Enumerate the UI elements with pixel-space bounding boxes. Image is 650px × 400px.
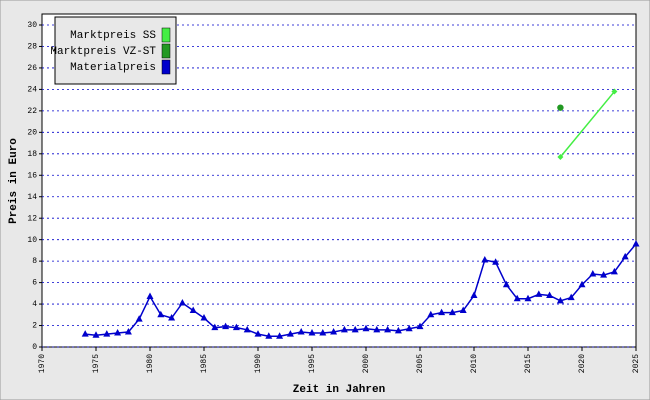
point	[189, 306, 197, 314]
point	[546, 291, 554, 298]
point	[492, 258, 500, 265]
y-tick-label: 2	[32, 322, 37, 331]
x-tick-label: 1990	[254, 354, 263, 373]
point	[427, 310, 435, 318]
point	[340, 325, 348, 333]
point	[448, 308, 456, 316]
x-tick-label: 2005	[416, 354, 425, 373]
point	[351, 325, 359, 333]
point	[632, 239, 640, 247]
point	[232, 323, 240, 331]
point	[135, 315, 143, 322]
point	[470, 291, 478, 298]
x-tick-label: 2010	[470, 354, 479, 373]
point	[330, 327, 338, 335]
x-tick-label: 1995	[308, 354, 317, 373]
legend	[54, 16, 177, 85]
point	[265, 332, 273, 339]
point	[611, 88, 618, 95]
point	[146, 292, 154, 300]
legend-label: Materialpreis	[70, 62, 156, 74]
point	[178, 298, 186, 306]
point	[157, 310, 165, 318]
y-tick-label: 18	[27, 150, 37, 159]
point	[610, 267, 618, 275]
point	[222, 322, 230, 330]
x-tick-label: 2015	[524, 354, 533, 373]
point	[114, 329, 122, 336]
point	[308, 329, 316, 336]
point	[211, 323, 219, 331]
legend-swatch	[161, 43, 171, 59]
point	[535, 290, 543, 297]
point	[384, 325, 392, 333]
point	[254, 330, 262, 337]
y-tick-label: 26	[27, 64, 37, 73]
point	[124, 327, 132, 335]
legend-swatch	[161, 59, 171, 75]
legend-label: Marktpreis VZ-ST	[50, 46, 156, 58]
point	[373, 325, 381, 333]
y-tick-label: 8	[32, 257, 37, 266]
y-tick-label: 0	[32, 343, 37, 352]
point	[200, 314, 208, 321]
point	[81, 330, 89, 337]
y-tick-label: 30	[27, 21, 37, 30]
point	[286, 330, 294, 337]
point	[459, 306, 467, 314]
y-tick-label: 6	[32, 279, 37, 288]
point	[578, 280, 586, 288]
y-tick-label: 14	[27, 193, 37, 202]
x-tick-label: 1975	[92, 354, 101, 373]
point	[319, 329, 327, 336]
legend-items: Marktpreis SS Marktpreis VZ-ST Materialpre…	[50, 27, 171, 75]
point	[557, 154, 564, 161]
point	[394, 326, 402, 334]
point	[481, 256, 489, 263]
series-line	[85, 243, 637, 338]
point	[502, 280, 510, 288]
y-tick-label: 28	[27, 43, 37, 52]
x-tick-label: 2020	[578, 354, 587, 373]
point	[557, 104, 564, 111]
y-tick-label: 20	[27, 128, 37, 137]
point	[621, 252, 629, 260]
point	[513, 294, 521, 302]
y-tick-label: 22	[27, 107, 37, 116]
x-tick-label: 1985	[200, 354, 209, 373]
y-axis-label: Preis in Euro	[8, 138, 20, 224]
point	[589, 270, 597, 277]
point	[92, 331, 100, 338]
x-tick-label: 2025	[632, 354, 641, 373]
x-tick-label: 1970	[38, 354, 47, 373]
y-tick-label: 12	[27, 214, 37, 223]
point	[103, 330, 111, 337]
legend-swatch	[161, 27, 171, 43]
point	[243, 325, 251, 333]
point	[405, 324, 413, 332]
point	[524, 294, 532, 302]
point	[297, 327, 305, 335]
point	[416, 322, 424, 330]
point	[600, 271, 608, 278]
series-line	[559, 91, 615, 158]
x-tick-label: 2000	[362, 354, 371, 373]
point	[168, 314, 176, 321]
y-tick-label: 24	[27, 86, 37, 95]
y-tick-label: 10	[27, 236, 37, 245]
x-axis-label: Zeit in Jahren	[293, 384, 385, 396]
legend-label: Marktpreis SS	[70, 30, 156, 42]
point	[438, 308, 446, 316]
point	[362, 324, 370, 332]
point	[556, 296, 564, 304]
point	[276, 332, 284, 339]
x-tick-label: 1980	[146, 354, 155, 373]
y-tick-label: 16	[27, 171, 37, 180]
y-tick-label: 4	[32, 300, 37, 309]
point	[567, 293, 575, 301]
